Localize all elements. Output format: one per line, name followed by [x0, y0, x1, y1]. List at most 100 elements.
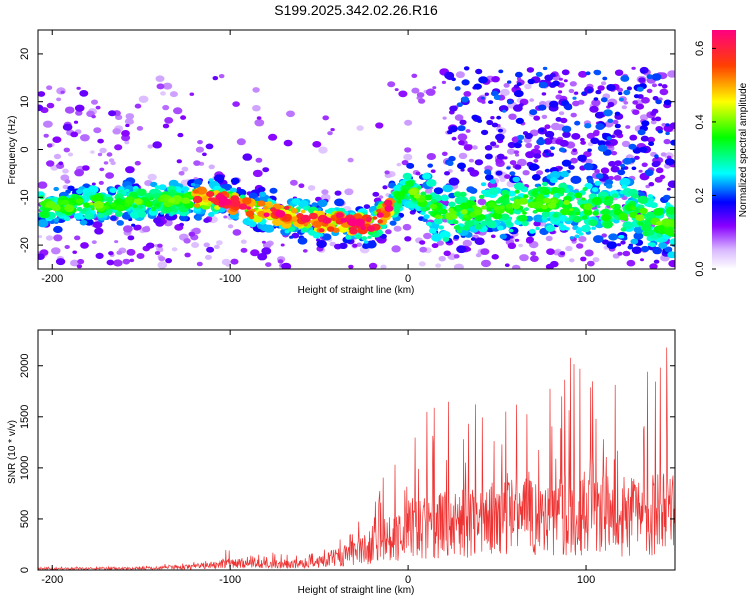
heatmap-cell	[552, 80, 560, 87]
heatmap-cell	[321, 189, 329, 195]
heatmap-cell	[413, 193, 421, 199]
heatmap-cell	[600, 167, 610, 174]
heatmap-cell	[506, 166, 511, 170]
heatmap-cell	[275, 210, 286, 218]
heatmap-cell	[550, 122, 561, 131]
heatmap-cell	[484, 145, 493, 151]
heatmap-cell	[587, 89, 593, 93]
heatmap-cell	[191, 242, 200, 248]
heatmap-cell	[640, 223, 652, 232]
heatmap-cell	[647, 136, 656, 143]
heatmap-cell	[366, 218, 371, 223]
heatmap-cell	[550, 146, 555, 150]
heatmap-cell	[53, 225, 63, 234]
y-tick-label: 500	[19, 510, 31, 528]
heatmap-cell	[517, 158, 527, 167]
heatmap-cell	[607, 101, 615, 108]
heatmap-cell	[76, 207, 83, 212]
heatmap-cell	[462, 214, 468, 219]
heatmap-cell	[375, 122, 384, 129]
heatmap-cell	[515, 117, 524, 124]
heatmap-cell	[124, 118, 134, 125]
heatmap-cell	[667, 155, 672, 159]
heatmap-cell	[498, 69, 504, 74]
heatmap-cell	[155, 202, 161, 207]
heatmap-cell	[334, 198, 345, 207]
heatmap-cell	[82, 208, 87, 212]
heatmap-cell	[169, 91, 178, 98]
heatmap-cell	[453, 191, 462, 198]
heatmap-cell	[259, 191, 267, 197]
heatmap-cell	[52, 136, 62, 143]
heatmap-cell	[459, 119, 467, 126]
heatmap-cell	[261, 247, 272, 255]
heatmap-cell	[544, 124, 551, 129]
heatmap-cell	[563, 79, 568, 83]
heatmap-cell	[593, 235, 604, 244]
heatmap-cell	[110, 202, 117, 207]
heatmap-cell	[76, 264, 83, 269]
heatmap-cell	[574, 120, 581, 126]
heatmap-cell	[232, 101, 240, 107]
heatmap-cell	[73, 213, 84, 220]
heatmap-cell	[453, 254, 460, 259]
heatmap-cell	[485, 174, 494, 181]
heatmap-cell	[621, 140, 631, 148]
heatmap-cell	[647, 194, 653, 199]
heatmap-cell	[503, 83, 510, 88]
heatmap-cell	[488, 100, 494, 104]
heatmap-cell	[471, 114, 479, 121]
heatmap-cell	[403, 153, 413, 161]
heatmap-cell	[95, 105, 101, 110]
heatmap-cell	[460, 96, 469, 103]
heatmap-cell	[618, 212, 629, 221]
heatmap-cell	[419, 246, 428, 253]
heatmap-cell	[344, 188, 354, 196]
heatmap-cell	[657, 129, 663, 134]
heatmap-cells	[38, 66, 675, 269]
heatmap-cell	[269, 187, 278, 194]
heatmap-cell	[150, 181, 158, 188]
heatmap-cell	[515, 153, 520, 157]
heatmap-cell	[555, 117, 562, 122]
heatmap-cell	[129, 211, 141, 219]
heatmap-cell	[268, 133, 278, 141]
heatmap-cell	[529, 109, 538, 116]
heatmap-cell	[229, 199, 241, 208]
heatmap-cell	[442, 116, 447, 120]
heatmap-cell	[196, 186, 208, 195]
heatmap-cell	[89, 202, 94, 206]
heatmap-cell	[659, 88, 669, 96]
heatmap-cell	[454, 86, 461, 91]
heatmap-cell	[418, 98, 426, 104]
heatmap-cell	[53, 186, 59, 192]
heatmap-cell	[272, 218, 283, 227]
heatmap-cell	[518, 214, 528, 222]
heatmap-cell	[443, 250, 451, 257]
heatmap-cell	[108, 251, 114, 256]
heatmap-cell	[481, 259, 491, 268]
heatmap-cell	[104, 201, 110, 206]
heatmap-cell	[649, 263, 658, 269]
heatmap-cell	[38, 253, 45, 260]
heatmap-cell	[256, 116, 262, 120]
heatmap-cell	[263, 212, 270, 218]
heatmap-cell	[214, 244, 220, 249]
heatmap-cell	[62, 184, 69, 190]
heatmap-cell	[480, 182, 487, 187]
heatmap-cell	[149, 197, 154, 201]
heatmap-cell	[611, 151, 618, 156]
heatmap-cell	[214, 174, 225, 183]
heatmap-cell	[168, 179, 179, 188]
heatmap-cell	[218, 195, 228, 203]
colorbar-tick-label: 0.0	[694, 261, 706, 276]
heatmap-cell	[538, 104, 547, 111]
heatmap-cell	[570, 112, 577, 118]
heatmap-cell	[590, 137, 600, 145]
heatmap-cell	[508, 113, 517, 120]
heatmap-cell	[496, 115, 502, 120]
heatmap-cell	[663, 99, 672, 106]
heatmap-cell	[581, 91, 587, 96]
heatmap-cell	[105, 196, 114, 203]
heatmap-cell	[420, 211, 426, 215]
